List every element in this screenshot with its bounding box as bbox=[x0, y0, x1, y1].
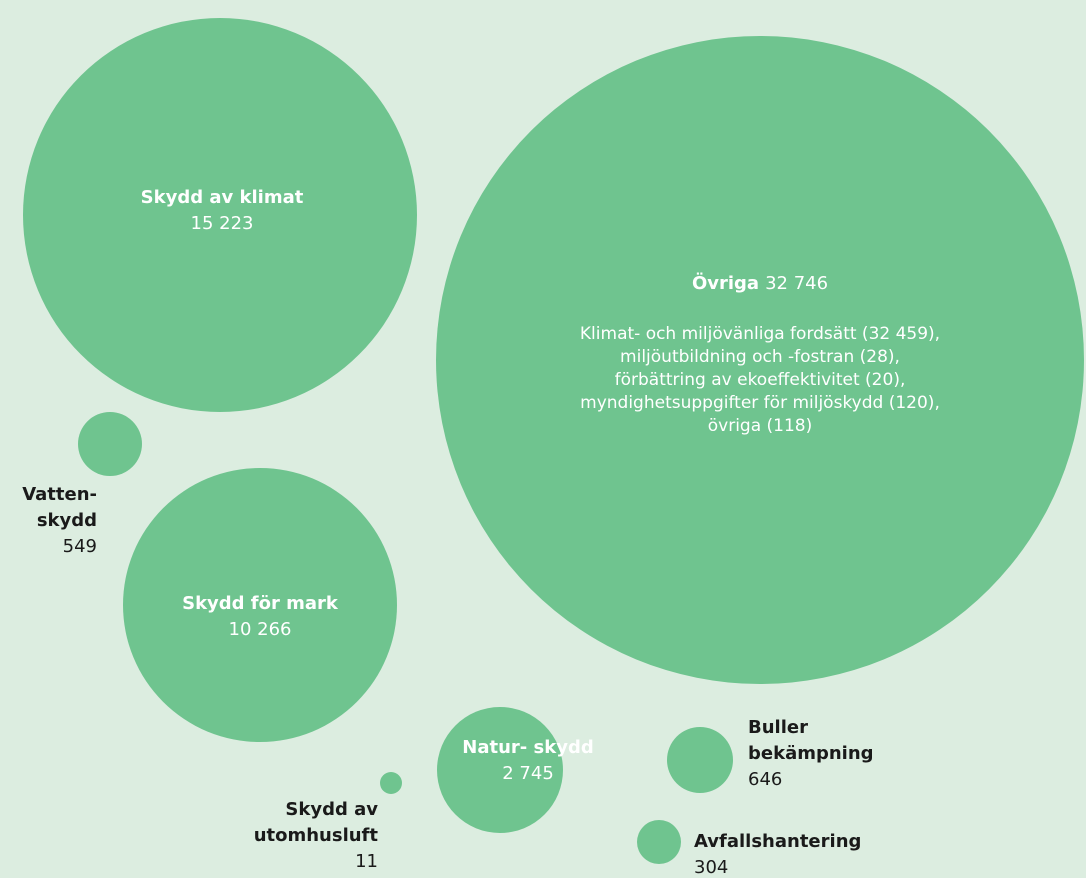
annotation-line: miljöutbildning och -fostran (28), bbox=[620, 347, 900, 367]
category-name: Natur- skydd bbox=[462, 737, 594, 758]
annotation-line: övriga (118) bbox=[707, 416, 813, 436]
bubble bbox=[436, 36, 1084, 684]
bubble-label: Avfallshantering 304 bbox=[694, 829, 861, 878]
category-name: Vatten- skydd bbox=[22, 484, 97, 531]
value-label: 2 745 bbox=[502, 763, 554, 784]
category-name: Avfallshantering bbox=[694, 831, 862, 852]
value-label: 549 bbox=[62, 536, 97, 557]
category-name: Skydd av utomhusluft bbox=[253, 799, 378, 846]
bubble-label: Buller bekämpning 646 bbox=[748, 715, 874, 793]
bubble-label: Vatten- skydd 549 bbox=[22, 482, 97, 560]
bubble-label: Skydd av utomhusluft 11 bbox=[254, 797, 378, 875]
bubble bbox=[123, 468, 397, 742]
bubble bbox=[78, 412, 142, 476]
category-name: Skydd för mark bbox=[182, 593, 338, 614]
category-name: Övriga bbox=[691, 273, 760, 294]
label-line: Övriga 32 746 bbox=[692, 271, 828, 297]
bubble-label: Skydd av klimat 15 223 bbox=[141, 185, 304, 237]
value-label: 304 bbox=[694, 857, 729, 878]
value-label: 10 266 bbox=[228, 619, 292, 640]
annotation-line: förbättring av ekoeffektivitet (20), bbox=[614, 370, 906, 390]
bubble bbox=[437, 707, 563, 833]
bubble bbox=[23, 18, 417, 412]
bubble-label: Skydd för mark 10 266 bbox=[182, 591, 338, 643]
annotation: Klimat- och miljövänliga fordsätt (32 45… bbox=[580, 323, 940, 438]
value-label: 15 223 bbox=[190, 213, 254, 234]
bubble bbox=[637, 820, 681, 864]
value-label: 11 bbox=[355, 851, 378, 872]
value-label: 646 bbox=[748, 769, 783, 790]
bubble bbox=[667, 727, 733, 793]
bubble-label: Natur- skydd 2 745 bbox=[462, 735, 593, 787]
category-name: Skydd av klimat bbox=[140, 187, 304, 208]
bubble-label: Övriga 32 746 bbox=[692, 271, 828, 297]
value-label: 32 746 bbox=[765, 273, 829, 294]
bubble bbox=[380, 772, 402, 794]
category-name: Buller bekämpning bbox=[748, 717, 874, 764]
annotation-line: Klimat- och miljövänliga fordsätt (32 45… bbox=[579, 324, 941, 344]
annotation-line: myndighetsuppgifter för miljöskydd (120)… bbox=[580, 393, 940, 413]
